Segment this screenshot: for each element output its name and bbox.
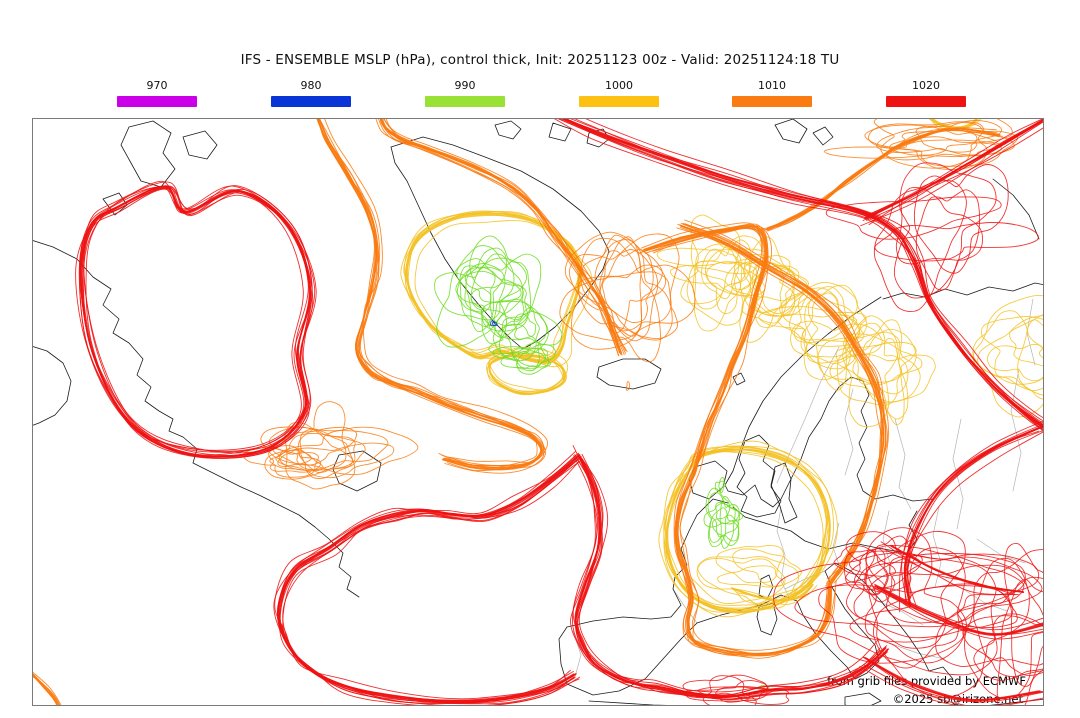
contour-knot-y-russia-edge (972, 294, 1043, 418)
contour-band-r-atlantic-c (273, 451, 584, 705)
legend-label-970: 970 (146, 79, 168, 92)
contour-band-o-top-right-arc (760, 127, 1004, 232)
legend-swatch-1010 (732, 96, 812, 107)
contour-band-y-greenland-lobe (486, 347, 569, 396)
legend-item-980: 980 (271, 79, 351, 109)
contour-knot-g-greenland-3 (492, 341, 556, 375)
coastline (390, 136, 610, 350)
country-border (1010, 368, 1022, 492)
coastline (992, 178, 1040, 240)
legend-label-1020: 1020 (912, 79, 940, 92)
legend-item-1000: 1000 (579, 79, 659, 109)
coastline (33, 240, 360, 598)
contour-band-o-east-greenland (375, 119, 628, 357)
contour-band-r-canada-ring (75, 180, 317, 459)
country-border (894, 418, 912, 510)
map-frame: from grib files provided by ECMWF ©2025 … (32, 118, 1044, 706)
legend-label-1010: 1010 (758, 79, 786, 92)
contour-band-r-streak-2 (859, 656, 1043, 705)
contour-band-r-streak-3 (880, 541, 1025, 596)
coastline (774, 119, 808, 144)
coastline (732, 372, 746, 386)
contour-knot-o-iceland-knot (559, 231, 696, 363)
legend-item-1010: 1010 (732, 79, 812, 109)
country-border (672, 588, 698, 624)
legend-swatch-990 (425, 96, 505, 107)
country-border (776, 346, 840, 484)
contour-knot-r-africa-blob (682, 674, 790, 705)
coastline (548, 122, 572, 142)
legend-item-1020: 1020 (886, 79, 966, 109)
contour-knot-y-finland-1 (758, 282, 883, 391)
coastline (756, 602, 778, 636)
contour-knot-r-alps-mess (833, 531, 923, 603)
contour-knot-y-france-inner (696, 544, 802, 610)
contour-band-r-streak-1 (872, 583, 1043, 640)
contour-layer (33, 119, 1043, 705)
contour-knot-b-greenland-dot (489, 320, 498, 327)
coastline (494, 120, 522, 140)
country-border (888, 642, 946, 660)
contour-band-r-right-diagonal (898, 420, 1043, 613)
legend-swatch-1020 (886, 96, 966, 107)
contour-knot-o-newfoundland-2 (242, 445, 324, 478)
contour-knot-g-england-tiny (714, 477, 726, 494)
coastline (882, 282, 1043, 300)
contour-band-o-west-greenland (316, 119, 549, 474)
contour-band-y-france-ring (658, 440, 838, 618)
legend-swatch-1000 (579, 96, 659, 107)
coastline (596, 358, 662, 390)
coastline (724, 296, 934, 508)
coastline (182, 130, 218, 160)
legend-swatch-970 (117, 96, 197, 107)
contour-knot-g-england (703, 487, 744, 549)
page-title: IFS - ENSEMBLE MSLP (hPa), control thick… (240, 52, 840, 68)
legend-item-970: 970 (117, 79, 197, 109)
contour-band-o-faroe-ireland-med (639, 222, 837, 659)
contour-knot-g-greenland-1 (434, 235, 542, 348)
map-canvas: from grib files provided by ECMWF ©2025 … (33, 119, 1043, 705)
legend-label-990: 990 (454, 79, 476, 92)
coastline (770, 462, 798, 524)
contour-knot-r-arctic-bulge (825, 162, 1039, 313)
contour-knot-o-top-right-knot (824, 119, 1019, 170)
country-border (952, 418, 964, 530)
coastline (332, 450, 382, 492)
contour-band-o-bottom-left-arc (33, 671, 62, 705)
coastline (120, 120, 176, 188)
coastline (812, 126, 834, 146)
contour-band-r-arctic-band (554, 119, 1043, 432)
coastline (844, 692, 882, 705)
legend-label-1000: 1000 (605, 79, 633, 92)
legend-label-980: 980 (300, 79, 322, 92)
contour-knot-r-turkey-mess (935, 542, 1043, 705)
legend-swatch-980 (271, 96, 351, 107)
contour-knot-o-iceland-dot (625, 381, 631, 391)
coastline (732, 506, 918, 554)
legend-item-990: 990 (425, 79, 505, 109)
contour-band-r-peak-africa (570, 445, 890, 701)
country-border (1026, 298, 1036, 366)
coastline (33, 346, 72, 426)
coastline (758, 574, 774, 600)
contour-band-r-corner-branch (860, 119, 1043, 227)
credit-line-1: from grib files provided by ECMWF (827, 674, 1026, 688)
